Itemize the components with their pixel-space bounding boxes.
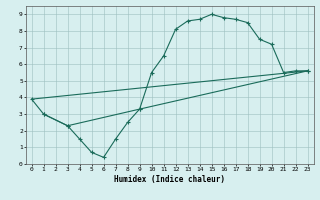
X-axis label: Humidex (Indice chaleur): Humidex (Indice chaleur) [114, 175, 225, 184]
